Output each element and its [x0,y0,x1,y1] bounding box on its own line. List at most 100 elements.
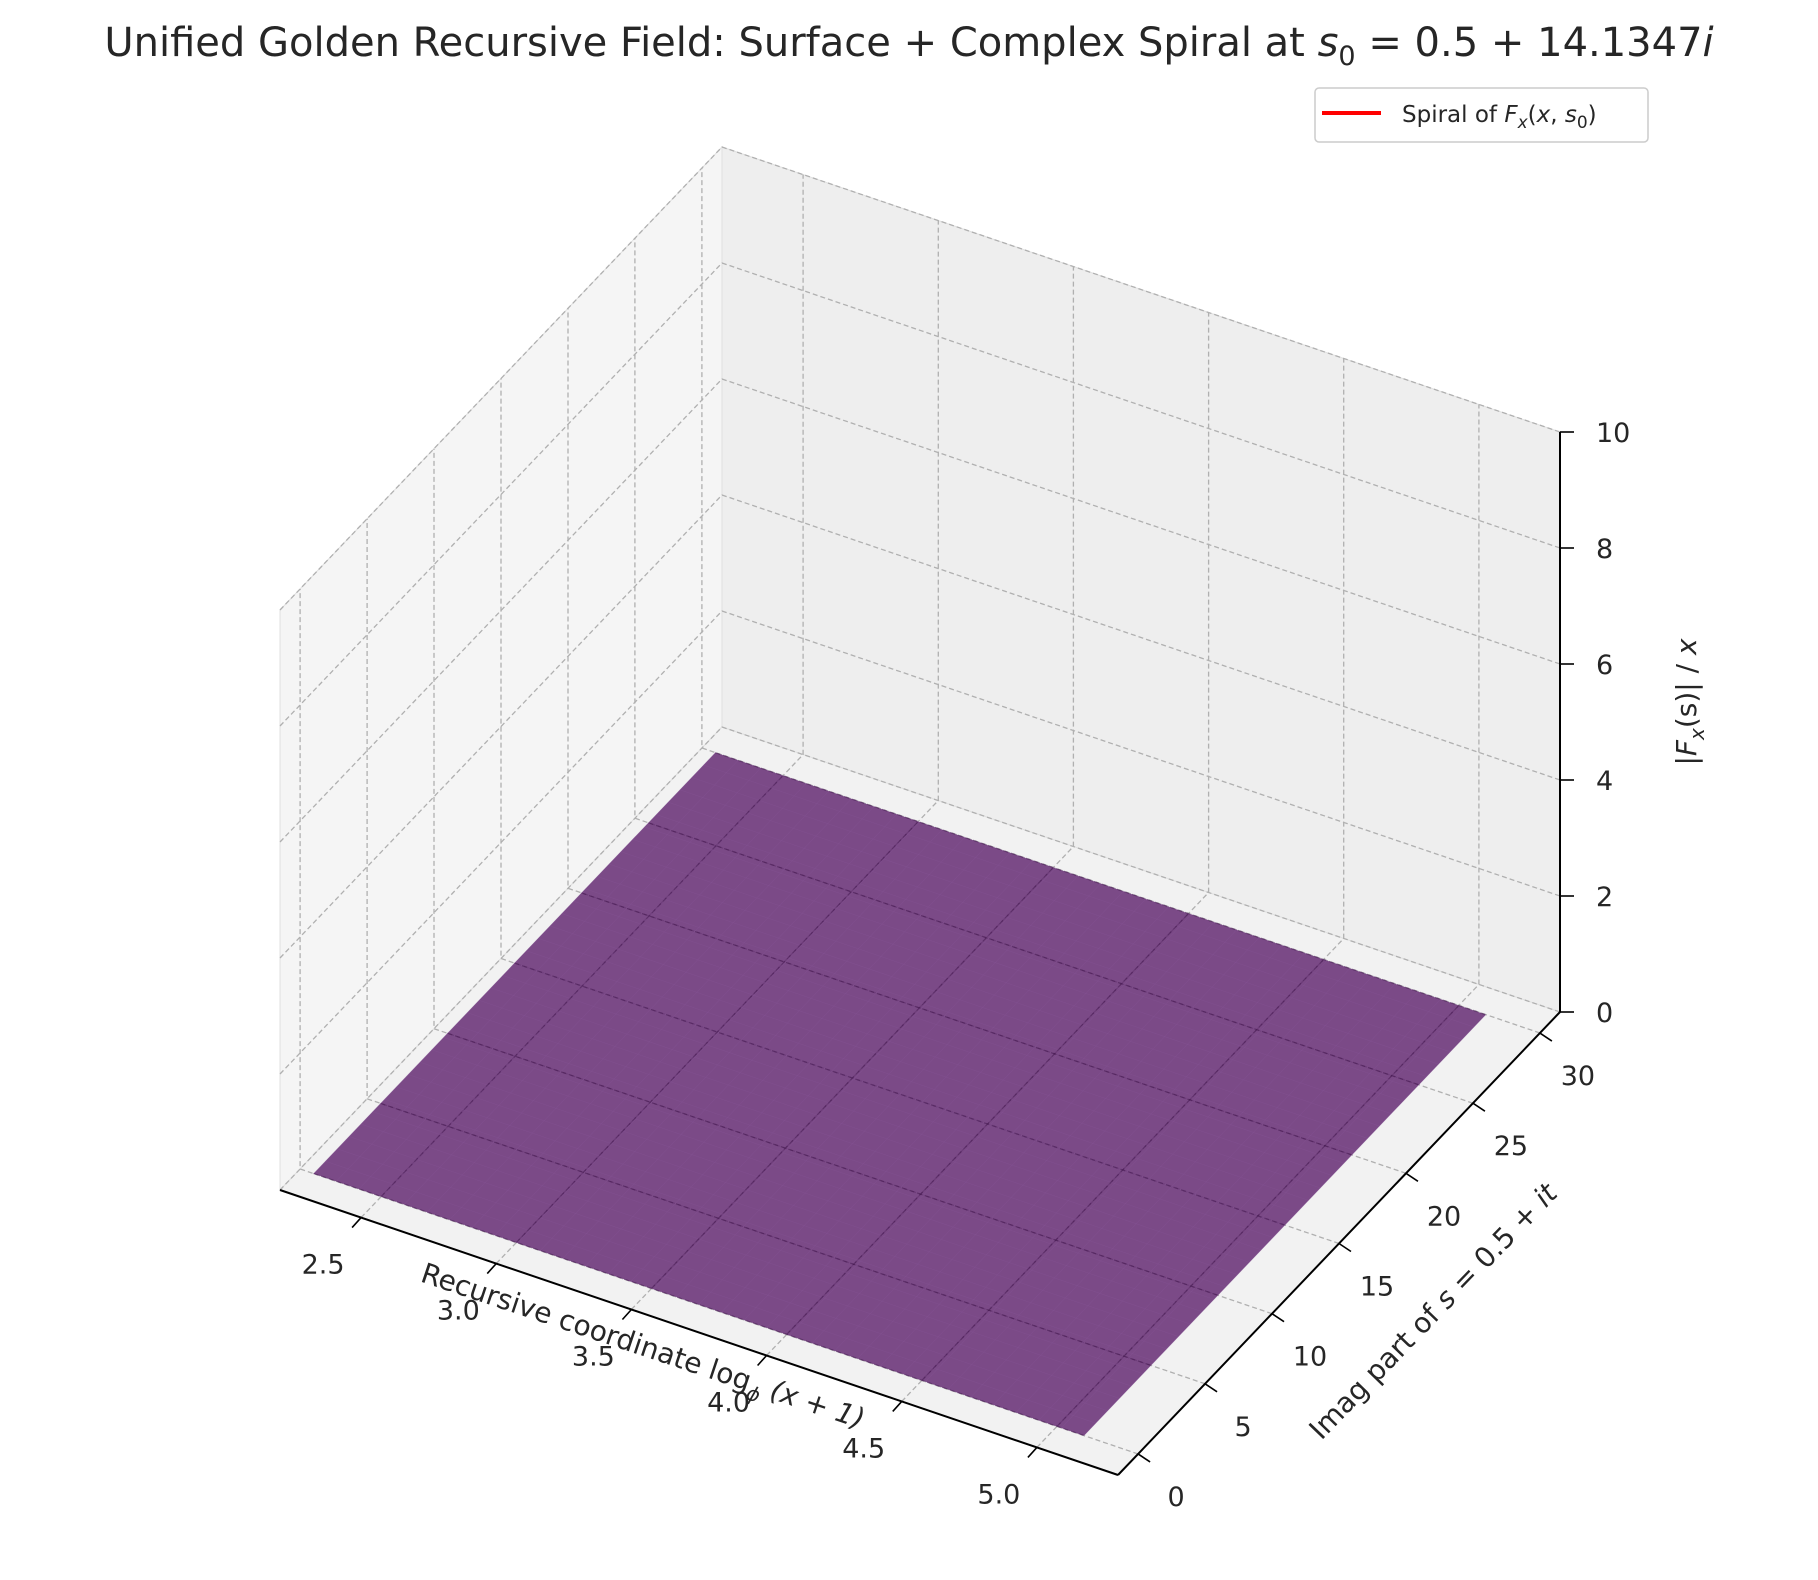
x-tick-mark [892,1400,903,1412]
surface-mesh-line [396,1086,1167,1350]
surface-grid-x [651,867,1054,1289]
surface-mesh-line [337,1148,1108,1412]
y-tick-label: 30 [1561,1061,1595,1092]
surface-mesh-line [478,999,1250,1263]
surface-mesh-line [443,1037,1215,1300]
grid-lines [279,146,1561,1455]
y-tick-label: 15 [1360,1272,1394,1303]
surface-mesh-line [947,968,1351,1390]
surface-mesh-line [573,900,1345,1164]
tick-layer: 2.5 3.0 3.5 4.0 4.5 5.0 0 5 10 15 20 25 30 0 2 4 6 8 10 [302,418,1631,1513]
y-tick-mark [1338,1242,1352,1253]
y-tick-label: 20 [1427,1201,1461,1232]
surface-mesh-line [698,883,1101,1305]
z-gridline [279,494,1561,959]
surface-mesh-line [419,1061,1191,1325]
surface-mesh-line [336,760,739,1182]
legend-frame [1314,87,1649,143]
y-tick-mark [1271,1312,1285,1323]
surface-grid-x [786,913,1189,1335]
surface-mesh-line [408,1074,1179,1337]
surface-mesh-line [426,790,829,1213]
surface-mesh-line [372,1111,1144,1374]
x-tick-mark [486,1263,497,1275]
surface-mesh-line [526,950,1297,1214]
surface-mesh-line [857,937,1260,1359]
surface-layer [313,752,1487,1437]
surface-mesh-line [360,1123,1132,1387]
surface-mesh-line [789,914,1192,1336]
surface-grid-x [380,775,784,1197]
x-tick-label: 2.5 [302,1250,345,1281]
z-axis-label: |Fx(s)| / x [1670,638,1709,766]
surface-mesh-line [721,891,1124,1313]
z-gridline [279,146,1561,611]
surface-mesh-line [630,860,1033,1282]
surface-mesh-line [313,752,716,1174]
surface-mesh-line [562,837,965,1259]
y-tick-mark [1539,1032,1553,1042]
x-tick-label: 3.0 [437,1296,480,1327]
surface-mesh-line [585,888,1356,1152]
z-tick-label: 6 [1596,650,1613,681]
surface-mesh-line [490,987,1262,1251]
surface-mesh-line [766,906,1169,1328]
surface-mesh-line [494,814,897,1236]
x-tick-mark [351,1217,362,1229]
surface-mesh-line [925,960,1328,1382]
surface-mesh-line [993,983,1396,1405]
surface-mesh-line [1083,1014,1487,1436]
z-tick-label: 0 [1596,998,1613,1029]
legend-entry-label: Spiral of Fx(x, s0) [1402,102,1597,133]
surface-mesh-line [715,752,1486,1015]
x-gridline [360,174,804,1219]
z-gridline [279,726,1561,1191]
surface-mesh-line [970,975,1373,1398]
surface-mesh-line [384,1098,1156,1362]
surface-mesh-line [455,1024,1226,1288]
surface-mesh-line [668,801,1439,1065]
chart-title: Unified Golden Recursive Field: Surface … [104,20,1713,72]
surface-mesh-line [607,852,1011,1274]
z-tick-label: 4 [1596,766,1613,797]
surface-mesh-line [467,1012,1238,1275]
surface-mesh-line [1015,991,1419,1413]
surface-grid-x [921,959,1325,1381]
surface-mesh-line [585,844,988,1267]
surface-mesh-line [538,938,1309,1201]
surface-grid-x [515,821,919,1243]
z-gridline [279,262,1561,727]
surface-grid-x [1056,1005,1460,1427]
y-tick-label: 0 [1168,1482,1185,1513]
surface-mesh-line [517,821,920,1244]
surface-mesh-line [902,952,1305,1375]
y-tick-label: 5 [1235,1412,1252,1443]
surface-mesh-line [632,839,1404,1102]
surface-mesh-line [549,925,1321,1189]
surface-mesh-line [431,1049,1203,1313]
surface-mesh-line [1061,1006,1464,1429]
legend: Spiral of Fx(x, s0) [1314,87,1649,143]
surface-mesh-line [679,789,1451,1053]
surface-mesh-line [656,814,1427,1077]
z-tick-label: 8 [1596,534,1613,565]
surface-plane [313,752,1486,1436]
x-tick-mark [756,1354,768,1367]
y-tick-mark [1472,1102,1486,1112]
surface-mesh-line [472,806,875,1228]
surface-mesh-line [348,1136,1120,1399]
surface-mesh-line [675,875,1079,1298]
surface-mesh-line [691,777,1463,1040]
surface-mesh-line [608,863,1380,1127]
x-tick-label: 5.0 [977,1479,1020,1510]
surface-mesh-line [404,783,807,1205]
surface-mesh-line [811,921,1215,1344]
surface-mesh-line [539,829,943,1251]
y-tick-mark [1405,1172,1419,1183]
y-tick-label: 25 [1494,1131,1528,1162]
z-gridline [279,610,1561,1075]
z-tick-label: 10 [1596,418,1630,449]
x-tick-label: 3.5 [572,1342,615,1373]
surface-mesh-line [561,913,1333,1176]
surface-mesh-line [879,945,1283,1367]
